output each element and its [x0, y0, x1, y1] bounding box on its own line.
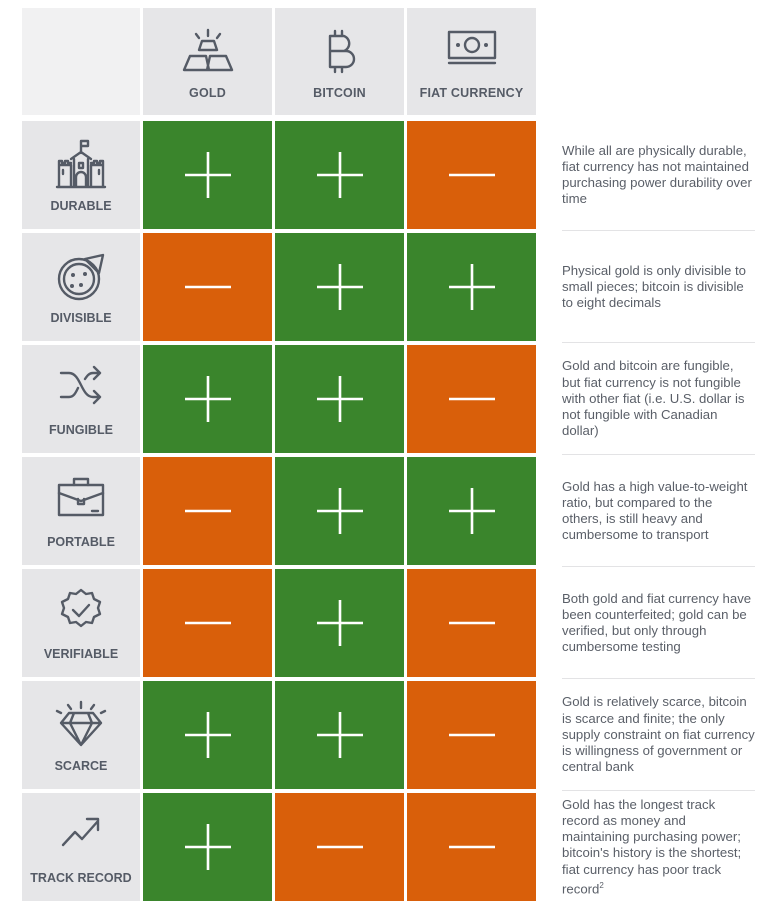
row-label-text: TRACK RECORD — [30, 871, 132, 885]
column-label: BITCOIN — [313, 86, 366, 100]
row-divider — [562, 566, 755, 567]
plus-cell — [407, 457, 536, 565]
shuffle-icon — [58, 345, 104, 412]
plus-icon — [316, 152, 363, 198]
minus-icon — [448, 845, 495, 849]
plus-icon — [184, 824, 231, 870]
minus-icon — [184, 509, 231, 513]
plus-icon — [316, 600, 363, 646]
row-label-scarce: SCARCE — [22, 681, 140, 789]
minus-icon — [184, 285, 231, 289]
minus-icon — [448, 173, 495, 177]
plus-cell — [143, 681, 272, 789]
minus-cell — [407, 345, 536, 453]
plus-icon — [184, 376, 231, 422]
row-divider — [562, 342, 755, 343]
minus-icon — [448, 397, 495, 401]
row-description: Gold is relatively scarce, bitcoin is sc… — [562, 694, 755, 775]
plus-icon — [316, 376, 363, 422]
plus-icon — [316, 264, 363, 310]
plus-icon — [184, 152, 231, 198]
column-header-bitcoin: BITCOIN — [275, 8, 404, 115]
column-header-gold: GOLD — [143, 8, 272, 115]
trend-up-icon — [59, 793, 103, 856]
minus-icon — [184, 621, 231, 625]
plus-icon — [316, 488, 363, 534]
row-divider — [562, 790, 755, 791]
minus-cell — [143, 233, 272, 341]
row-divider — [562, 230, 755, 231]
plus-icon — [448, 264, 495, 310]
minus-cell — [143, 457, 272, 565]
castle-icon — [55, 121, 107, 194]
row-description: While all are physically durable, fiat c… — [562, 142, 752, 207]
plus-cell — [143, 121, 272, 229]
row-label-text: SCARCE — [54, 759, 108, 773]
row-description: Physical gold is only divisible to small… — [562, 262, 746, 311]
verified-badge-icon — [58, 569, 104, 638]
row-label-verifiable: VERIFIABLE — [22, 569, 140, 677]
plus-cell — [275, 457, 404, 565]
minus-icon — [316, 845, 363, 849]
plus-cell — [275, 569, 404, 677]
briefcase-icon — [56, 457, 106, 524]
row-label-text: DURABLE — [50, 199, 112, 213]
footnote-marker: 2 — [599, 880, 604, 890]
minus-cell — [407, 569, 536, 677]
row-divider — [562, 454, 755, 455]
row-label-track-record: TRACK RECORD — [22, 793, 140, 901]
column-label: FIAT CURRENCY — [419, 86, 524, 100]
corner-cell — [22, 8, 140, 115]
minus-cell — [407, 121, 536, 229]
plus-cell — [143, 345, 272, 453]
row-label-text: VERIFIABLE — [43, 647, 119, 661]
row-description: Gold has the longest track record as mon… — [562, 796, 742, 897]
row-description: Gold has a high value-to-weight ratio, b… — [562, 478, 748, 543]
diamond-icon — [54, 681, 108, 754]
banknote-icon — [446, 8, 498, 73]
pizza-icon — [55, 233, 107, 308]
minus-icon — [448, 733, 495, 737]
minus-icon — [448, 621, 495, 625]
row-description: Gold and bitcoin are fungible, but fiat … — [562, 358, 745, 439]
row-label-text: DIVISIBLE — [50, 311, 112, 325]
plus-icon — [184, 712, 231, 758]
column-label: GOLD — [189, 86, 226, 100]
plus-cell — [407, 233, 536, 341]
bitcoin-icon — [322, 8, 358, 79]
row-label-fungible: FUNGIBLE — [22, 345, 140, 453]
row-label-durable: DURABLE — [22, 121, 140, 229]
plus-cell — [275, 121, 404, 229]
row-label-divisible: DIVISIBLE — [22, 233, 140, 341]
gold-bars-icon — [180, 8, 236, 79]
row-description: Both gold and fiat currency have been co… — [562, 590, 752, 655]
plus-cell — [275, 681, 404, 789]
column-header-fiat-currency: FIAT CURRENCY — [407, 8, 536, 115]
plus-icon — [316, 712, 363, 758]
plus-cell — [143, 793, 272, 901]
minus-cell — [275, 793, 404, 901]
row-label-text: FUNGIBLE — [49, 423, 113, 437]
minus-cell — [407, 793, 536, 901]
plus-cell — [275, 233, 404, 341]
plus-cell — [275, 345, 404, 453]
minus-cell — [143, 569, 272, 677]
row-label-portable: PORTABLE — [22, 457, 140, 565]
plus-icon — [448, 488, 495, 534]
row-label-text: PORTABLE — [47, 535, 115, 549]
minus-cell — [407, 681, 536, 789]
row-divider — [562, 678, 755, 679]
